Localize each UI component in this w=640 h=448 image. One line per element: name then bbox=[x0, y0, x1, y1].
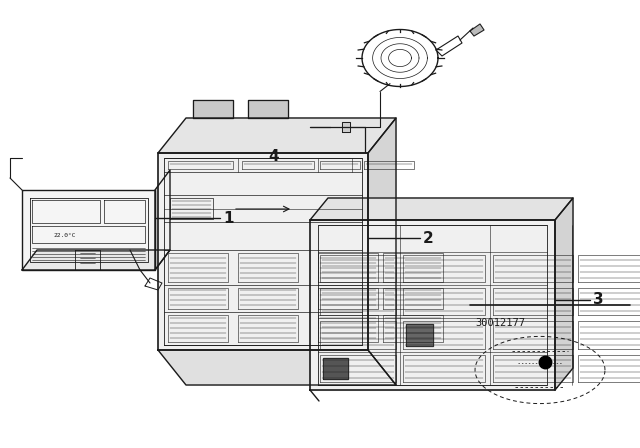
Polygon shape bbox=[248, 100, 288, 118]
Polygon shape bbox=[158, 350, 396, 385]
Text: 4: 4 bbox=[268, 149, 278, 164]
Polygon shape bbox=[323, 358, 348, 379]
Polygon shape bbox=[155, 170, 170, 270]
Polygon shape bbox=[158, 118, 396, 153]
Polygon shape bbox=[555, 198, 573, 390]
Polygon shape bbox=[310, 198, 573, 220]
Text: 2: 2 bbox=[423, 231, 434, 246]
Text: 30012177: 30012177 bbox=[475, 318, 525, 328]
Polygon shape bbox=[342, 121, 350, 132]
Polygon shape bbox=[406, 324, 433, 346]
Polygon shape bbox=[22, 250, 170, 270]
Polygon shape bbox=[193, 100, 233, 118]
Polygon shape bbox=[470, 24, 484, 36]
Polygon shape bbox=[368, 118, 396, 385]
Text: 3: 3 bbox=[593, 293, 604, 307]
Text: 22.0°C: 22.0°C bbox=[54, 233, 76, 237]
Text: 1: 1 bbox=[223, 211, 234, 225]
Polygon shape bbox=[158, 153, 368, 350]
Polygon shape bbox=[22, 190, 155, 270]
Polygon shape bbox=[310, 220, 555, 390]
